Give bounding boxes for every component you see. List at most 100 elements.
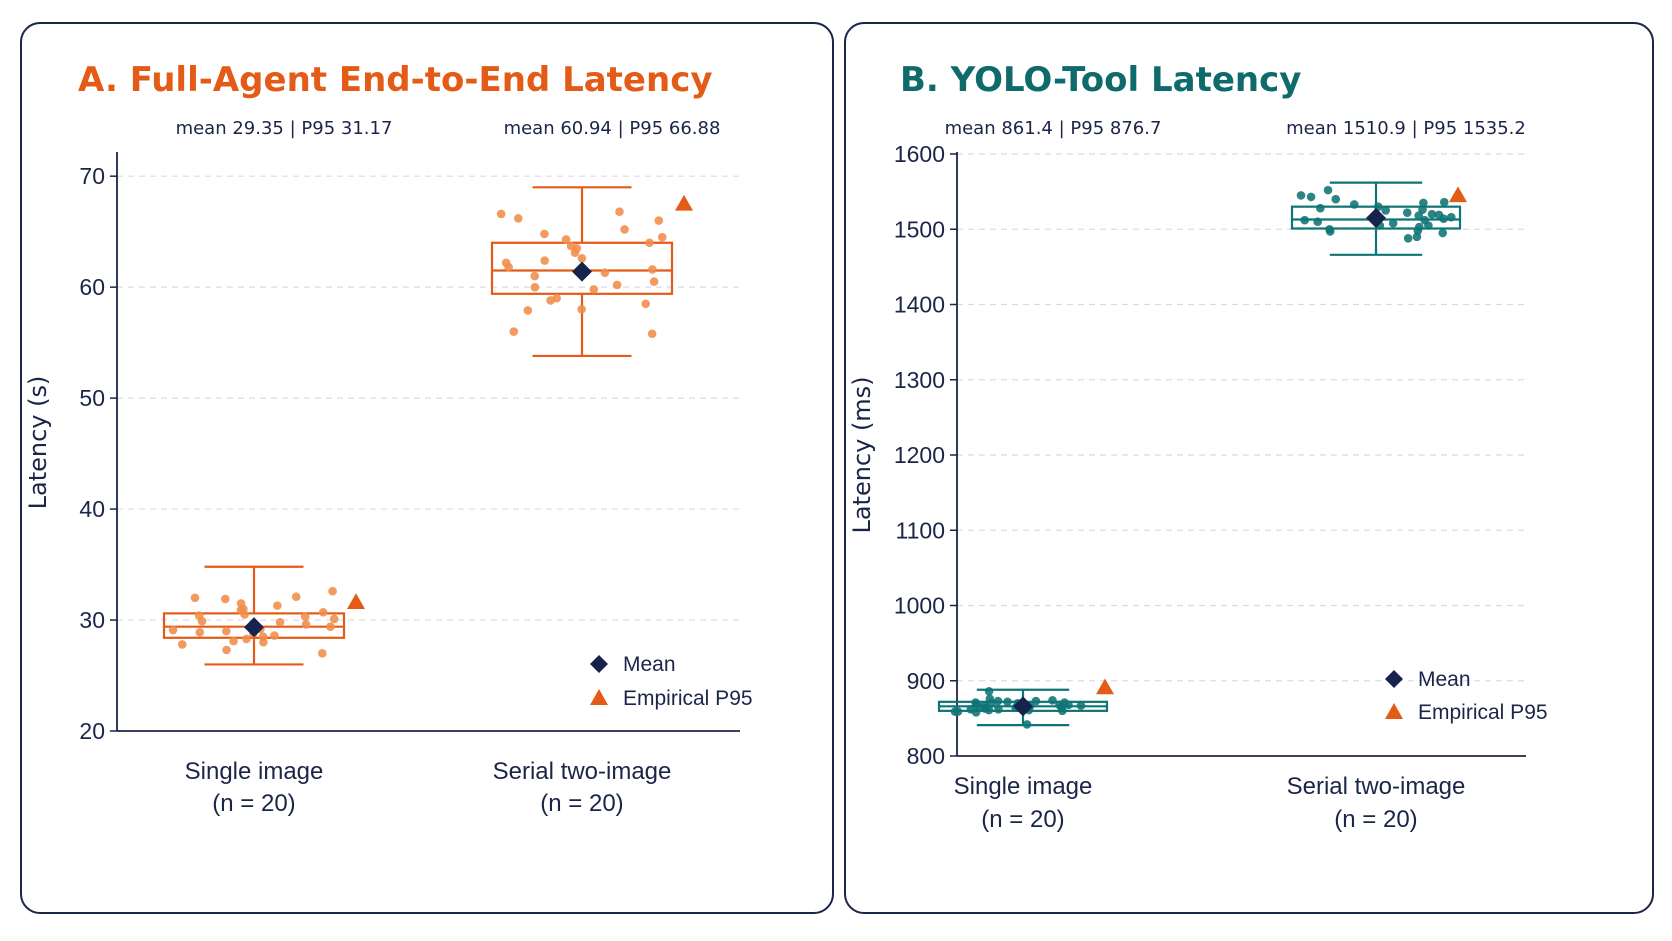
category-n-label: (n = 20) [1334,806,1417,833]
legend-p95-icon [1385,703,1403,719]
data-point [318,649,327,658]
data-point [966,705,976,714]
data-point [318,607,328,617]
legend-mean-label: Mean [1418,668,1471,691]
y-tick-label: 20 [79,718,105,744]
y-tick-label: 1600 [894,141,945,167]
legend-mean-icon [590,655,608,673]
data-point [168,625,178,635]
y-axis-label: Latency (s) [24,376,52,510]
data-point [509,327,519,336]
data-point [566,241,576,251]
stat-label: mean 60.94 | P95 66.88 [504,118,721,139]
data-point [620,225,629,234]
data-point [1446,212,1456,222]
category-label: Serial two-image [1287,773,1466,800]
data-point [649,277,659,286]
chart-panel-a: A. Full-Agent End-to-End Latency 20 30 40 50… [20,22,834,914]
category-n-label: (n = 20) [981,806,1064,833]
data-point [1414,222,1424,232]
data-point [540,256,549,265]
data-point [1323,185,1333,195]
data-point [993,696,1003,706]
data-point [236,599,246,608]
y-tick-label: 60 [79,274,105,300]
data-point [530,282,540,292]
data-point [1420,215,1429,225]
data-point [615,207,624,216]
y-tick-label: 1100 [896,517,945,543]
data-point [1022,720,1032,729]
y-tick-label: 40 [79,496,105,522]
y-axis-label: Latency (ms) [848,376,876,533]
data-point [1403,233,1413,243]
data-point [1060,698,1069,707]
data-point [561,235,571,244]
mean-marker [572,261,592,282]
data-point [1434,210,1444,220]
data-point [496,209,506,219]
data-point [1003,697,1012,707]
data-point [222,626,231,636]
stat-label: mean 861.4 | P95 876.7 [945,118,1162,139]
data-point [220,594,230,604]
data-point [612,280,622,290]
data-point [273,601,282,610]
data-point [1418,205,1427,214]
data-point [641,299,650,309]
data-point [301,620,311,629]
data-point [1300,215,1310,225]
p95-marker [1096,678,1114,695]
data-point [194,611,204,620]
data-point [647,329,657,339]
iqr-box [162,612,346,639]
legend-p95-icon [590,689,608,705]
data-point [971,698,980,707]
data-point [1306,192,1316,202]
p95-marker [675,194,693,211]
data-point [540,229,549,239]
data-point [229,636,238,646]
data-point [501,258,511,268]
data-point [195,627,205,637]
data-point [328,586,337,596]
data-point [950,707,960,716]
data-point [985,694,995,704]
data-point [530,271,540,281]
chart-b-svg: B. YOLO-Tool Latency 800 900 1000 1100 1200 13… [848,60,1548,833]
legend-mean-icon [1385,670,1403,688]
data-point [600,268,610,278]
category-n-label: (n = 20) [540,790,623,817]
data-point [546,296,555,305]
data-point [1076,701,1086,710]
data-point [222,645,231,655]
chart-title: B. YOLO-Tool Latency [900,60,1301,100]
data-point [1381,206,1390,215]
iqr-box [490,241,674,295]
mean-marker [244,617,264,638]
data-point [329,614,339,624]
chart-title: A. Full-Agent End-to-End Latency [78,60,713,100]
data-point [1331,194,1341,204]
data-point [270,631,279,640]
data-point [994,705,1003,714]
data-point [1438,228,1448,238]
data-point [300,612,310,622]
data-point [577,305,586,314]
y-tick-label: 30 [79,607,105,633]
data-point [1316,203,1325,213]
stat-label: mean 1510.9 | P95 1535.2 [1286,118,1526,139]
chart-panel-b: B. YOLO-Tool Latency 800 900 1000 1100 1200 13… [844,22,1654,914]
data-point [648,265,657,274]
data-point [1296,191,1306,200]
category-n-label: (n = 20) [212,790,295,817]
data-point [291,592,301,602]
chart-a-svg: A. Full-Agent End-to-End Latency 20 30 40 50… [24,60,753,817]
legend-p95-label: Empirical P95 [1418,701,1548,724]
category-label: Single image [185,758,324,785]
data-point [1427,209,1437,219]
data-point [1388,218,1398,228]
data-point [589,285,599,294]
y-tick-label: 1300 [894,367,945,393]
data-point [513,214,523,223]
